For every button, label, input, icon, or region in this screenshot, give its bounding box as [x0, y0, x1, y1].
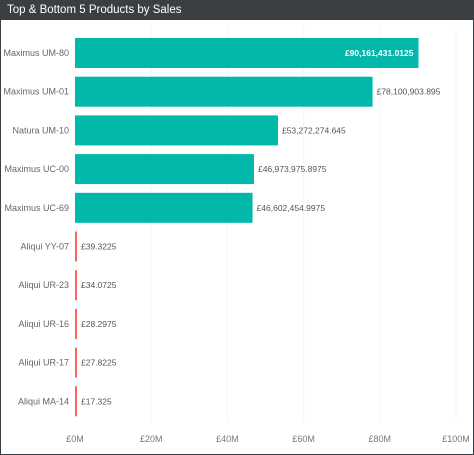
data-label: £46,602,454.9975 [257, 203, 326, 213]
category-label: Maximus UC-00 [4, 164, 69, 174]
bar[interactable] [75, 308, 77, 339]
bar[interactable] [75, 386, 77, 417]
data-label: £27.8225 [81, 358, 117, 368]
data-label: £17.325 [81, 396, 112, 406]
bar[interactable] [75, 115, 278, 146]
x-tick-label: £80M [369, 434, 392, 444]
bar[interactable] [75, 231, 77, 262]
category-label: Aliqui MA-14 [18, 396, 69, 406]
bar[interactable] [75, 347, 77, 378]
category-label: Maximus UM-01 [3, 87, 69, 97]
data-label: £90,161,431.0125 [345, 48, 414, 58]
x-tick-label: £40M [216, 434, 239, 444]
bar[interactable] [75, 270, 77, 301]
category-label: Aliqui YY-07 [20, 242, 69, 252]
bar[interactable] [75, 38, 419, 68]
data-label: £39.3225 [81, 242, 117, 252]
category-label: Aliqui UR-17 [18, 358, 69, 368]
data-label: £34.0725 [81, 280, 117, 290]
x-tick-label: £60M [292, 434, 315, 444]
bar[interactable] [75, 76, 373, 107]
chart-header: Top & Bottom 5 Products by Sales [1, 1, 473, 20]
data-label: £28.2975 [81, 319, 117, 329]
category-label: Maximus UC-69 [4, 203, 69, 213]
data-labels: £90,161,431.0125 £78,100,903.895 £53,272,2… [81, 48, 441, 406]
chart-title: Top & Bottom 5 Products by Sales [7, 4, 182, 16]
category-label: Maximus UM-80 [3, 48, 69, 58]
data-label: £46,973,975.8975 [258, 164, 327, 174]
category-label: Natura UM-10 [12, 125, 69, 135]
x-tick-label: £20M [140, 434, 163, 444]
bars [75, 38, 419, 417]
category-labels: Maximus UM-80 Maximus UM-01 Natura UM-10 Ma… [3, 48, 69, 406]
bar[interactable] [75, 154, 254, 185]
x-axis-ticks: £0M £20M £40M £60M £80M £100M [66, 434, 470, 444]
data-label: £53,272,274.645 [282, 125, 346, 135]
data-label: £78,100,903.895 [377, 87, 441, 97]
x-tick-label: £0M [66, 434, 84, 444]
x-tick-label: £100M [442, 434, 470, 444]
category-label: Aliqui UR-16 [18, 319, 69, 329]
bar[interactable] [75, 192, 253, 223]
category-label: Aliqui UR-23 [18, 280, 69, 290]
